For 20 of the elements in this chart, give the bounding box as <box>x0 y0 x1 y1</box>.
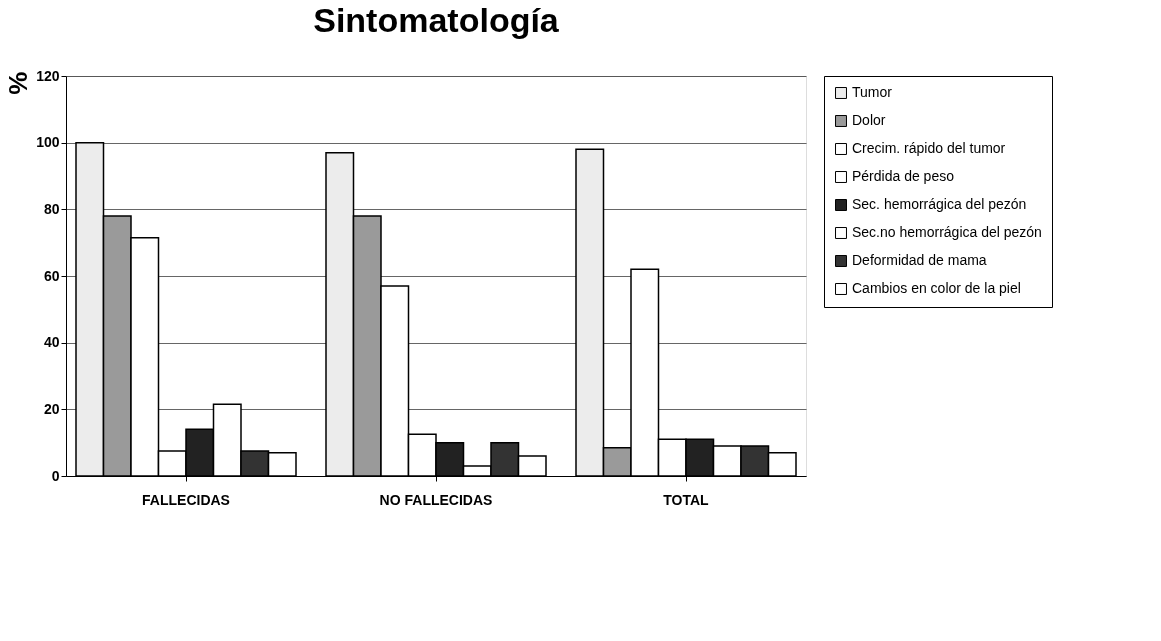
y-tick-label: 120 <box>36 67 60 84</box>
y-tick-label: 40 <box>43 334 60 351</box>
y-tick-label: 100 <box>36 134 60 151</box>
legend-label: Crecim. rápido del tumor <box>852 140 1006 156</box>
legend-label: Deformidad de mama <box>852 252 987 268</box>
y-tick-label: 80 <box>43 200 60 217</box>
chart-title: Sintomatología <box>313 1 560 39</box>
x-tick-label: NO FALLECIDAS <box>379 491 493 508</box>
legend-label: Sec. hemorrágica del pezón <box>852 196 1027 212</box>
y-axis-title: % <box>3 71 34 95</box>
legend-label: Sec.no hemorrágica del pezón <box>852 224 1042 240</box>
legend-label: Pérdida de peso <box>852 168 955 184</box>
legend-label: Cambios en color de la piel <box>852 280 1021 296</box>
y-tick-label: 60 <box>43 267 60 284</box>
legend-label: Tumor <box>852 84 893 100</box>
y-tick-label: 20 <box>43 400 60 417</box>
x-tick-label: TOTAL <box>663 491 710 508</box>
y-tick-label: 0 <box>51 467 60 484</box>
legend-label: Dolor <box>852 112 886 128</box>
x-tick-label: FALLECIDAS <box>142 491 230 508</box>
